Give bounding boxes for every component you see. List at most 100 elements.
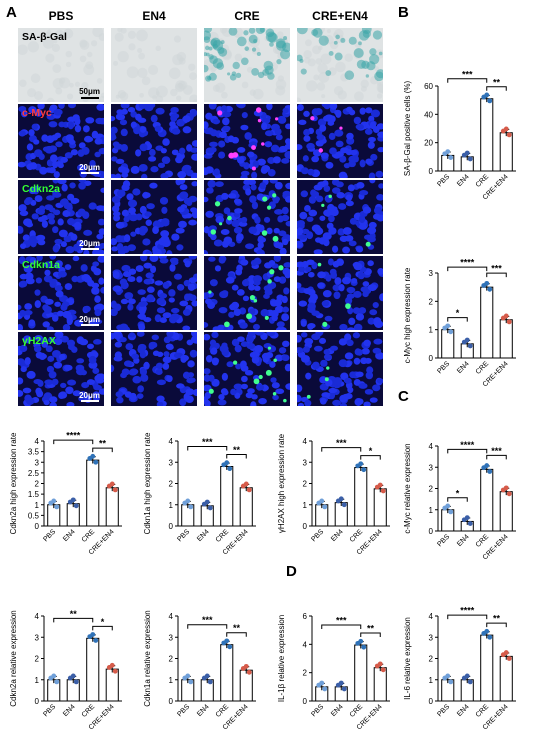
data-point [319, 498, 325, 504]
significance-bracket [447, 266, 488, 272]
data-point [445, 149, 451, 154]
data-point [338, 680, 344, 686]
data-point [90, 453, 96, 459]
data-point [484, 463, 490, 468]
y-tick-label: 3 [35, 633, 40, 642]
data-point [338, 496, 344, 502]
micrograph-tile [297, 256, 383, 330]
data-point [445, 503, 451, 509]
y-tick-label: 0 [35, 522, 40, 531]
scale-bar: 20μm [79, 163, 100, 175]
data-point [341, 502, 347, 508]
y-tick-label: 1 [303, 501, 308, 510]
y-tick-label: 4 [429, 612, 434, 621]
significance-bracket [486, 622, 507, 628]
y-tick-label: 4 [35, 437, 40, 446]
x-tick-label: EN4 [330, 703, 345, 718]
data-point [204, 499, 210, 505]
significance-label: **** [460, 258, 475, 268]
bar [86, 459, 100, 527]
micrograph-tile: Cdkn1a 20μm [18, 256, 104, 330]
data-point [503, 485, 509, 491]
bar [480, 286, 494, 359]
data-point [322, 504, 328, 510]
scale-bar-line [80, 172, 99, 174]
y-axis-label: IL-6 relative expression [403, 617, 412, 700]
significance-label: *** [462, 69, 473, 79]
significance-label: ** [493, 614, 501, 624]
chart-cdkn1a-relative: Cdkn1a relative expression 0 1 2 3 4 PBS EN4 CRE… [140, 580, 280, 736]
scale-bar-label: 20μm [79, 315, 100, 324]
data-point [73, 503, 79, 509]
data-point [319, 680, 325, 686]
data-point [487, 286, 493, 292]
data-point [448, 679, 454, 685]
micrograph-row-label: SA-β-Gal [22, 31, 67, 43]
y-tick-label: 20 [424, 139, 433, 148]
chart-cdkn2a-rate: Cdkn2a high expression rate 0 0.5 1 1.5 2 2.5 3… [6, 405, 146, 567]
y-tick-label: 0 [303, 522, 308, 531]
bar [480, 98, 494, 172]
y-axis-label: c-Myc high expression rate [403, 267, 412, 363]
micrograph-tile [297, 28, 383, 102]
y-tick-label: 40 [424, 110, 433, 119]
y-axis-label: Cdkn1a relative expression [143, 610, 152, 707]
x-tick-label: EN4 [62, 528, 77, 543]
data-point [467, 679, 473, 685]
x-tick-label: CRE [349, 703, 365, 719]
chart-sa-beta-gal: SA-β-Gal positive cells (%) 0 20 40 60 PBS EN4… [400, 50, 540, 212]
significance-bracket [447, 614, 488, 620]
micrograph-tile [204, 104, 290, 178]
scale-bar-line [80, 248, 99, 250]
column-header-cre: CRE [234, 9, 260, 23]
micrograph-tile [297, 104, 383, 178]
y-tick-label: 0 [169, 522, 174, 531]
micrograph-tile: SA-β-Gal 50μm [18, 28, 104, 102]
y-tick-label: 4 [429, 442, 434, 451]
significance-label: ** [493, 77, 501, 87]
micrograph-tile: Cdkn2a 20μm [18, 180, 104, 254]
scale-bar-line [80, 324, 99, 326]
micrograph-tile [111, 256, 197, 330]
micrograph-tile [204, 28, 290, 102]
micrograph-tile [111, 180, 197, 254]
data-point [188, 679, 194, 685]
data-point [503, 313, 509, 319]
data-point [243, 481, 249, 487]
y-tick-label: 0 [429, 697, 434, 706]
y-axis-label: c-Myc relative expression [403, 443, 412, 533]
y-tick-label: 2 [35, 480, 40, 489]
y-tick-label: 4 [303, 640, 308, 649]
scale-bar-line [80, 97, 99, 99]
chart-cmyc-rate: c-Myc high expression rate 0 1 2 3 PBS EN4 CRE C… [400, 225, 540, 388]
chart-il6-relative: IL-6 relative expression 0 1 2 3 4 PBS EN4 CRE CR… [400, 580, 540, 736]
bar [105, 487, 119, 527]
y-tick-label: 3 [35, 458, 40, 467]
micrograph-tile [297, 332, 383, 406]
data-point [358, 461, 364, 467]
x-tick-label: PBS [42, 703, 57, 718]
data-point [207, 505, 213, 511]
data-point [90, 632, 96, 637]
significance-label: ** [367, 624, 375, 634]
y-tick-label: 0 [429, 527, 434, 536]
significance-bracket [447, 317, 468, 322]
bar [373, 488, 387, 527]
data-point [207, 679, 213, 685]
y-tick-label: 1 [169, 501, 174, 510]
significance-bracket [226, 632, 247, 637]
y-axis-label: Cdkn1a high expression rate [143, 432, 152, 534]
significance-bracket [360, 632, 381, 638]
data-point [51, 673, 57, 679]
x-tick-label: CRE [215, 528, 231, 544]
data-point [377, 482, 383, 488]
data-point [448, 509, 454, 515]
y-axis-label: IL-1β relative expression [277, 615, 286, 702]
y-tick-label: 2 [429, 655, 434, 664]
data-point [185, 498, 191, 504]
significance-bracket [360, 455, 381, 460]
x-tick-label: CRE [475, 533, 491, 549]
x-tick-label: PBS [436, 703, 451, 718]
scale-bar: 20μm [79, 315, 100, 327]
chart-gh2ax-rate: γH2AX high expression rate 0 1 2 3 4 PBS EN4 CRE… [274, 405, 414, 567]
